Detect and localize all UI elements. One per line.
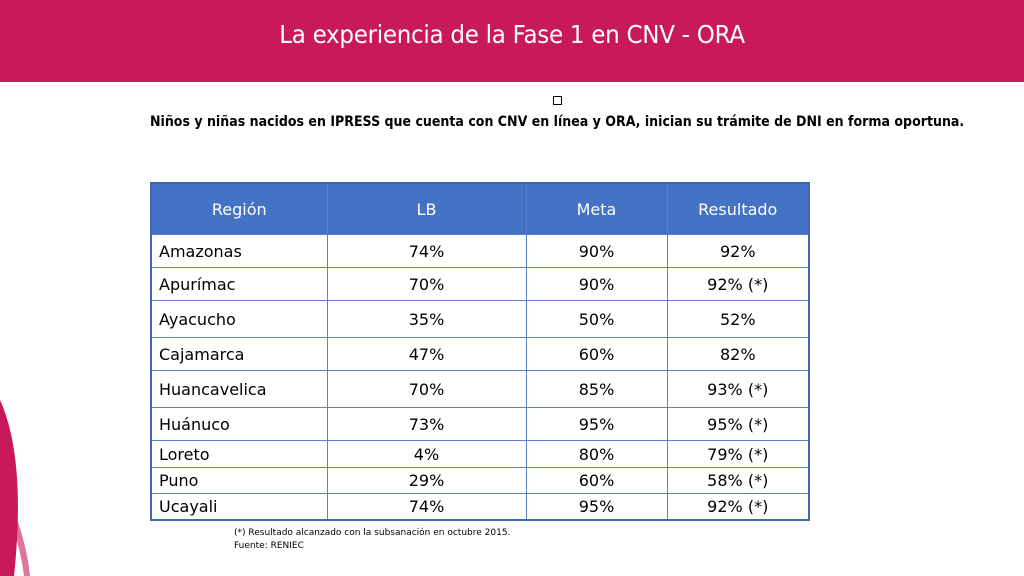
decorative-swoosh bbox=[0, 400, 30, 576]
cell-meta: 60% bbox=[525, 467, 668, 494]
header-bar bbox=[0, 0, 1024, 82]
cell-resultado: 58% (*) bbox=[666, 467, 810, 494]
cell-resultado: 52% bbox=[666, 300, 810, 338]
cell-meta: 95% bbox=[525, 493, 668, 521]
cell-region: Huancavelica bbox=[150, 370, 328, 408]
cell-region: Ucayali bbox=[150, 493, 328, 521]
cell-resultado: 82% bbox=[666, 337, 810, 371]
cell-region: Apurímac bbox=[150, 267, 328, 301]
cell-meta: 50% bbox=[525, 300, 668, 338]
cell-resultado: 92% (*) bbox=[666, 267, 810, 301]
cell-meta: 90% bbox=[525, 234, 668, 268]
cell-resultado: 92% (*) bbox=[666, 493, 810, 521]
cell-meta: 80% bbox=[525, 440, 668, 468]
subtitle-text: Niños y niñas nacidos en IPRESS que cuen… bbox=[149, 114, 965, 130]
footnote-source: Fuente: RENIEC bbox=[234, 541, 304, 551]
header-lb: LB bbox=[326, 182, 527, 235]
footnote-note: (*) Resultado alcanzado con la subsanaci… bbox=[234, 528, 511, 538]
table-row: Puno 29% 60% 58% (*) bbox=[150, 467, 810, 494]
cell-lb: 74% bbox=[326, 234, 527, 268]
table-row: Ucayali 74% 95% 92% (*) bbox=[150, 493, 810, 521]
cell-meta: 85% bbox=[525, 370, 668, 408]
table-row: Amazonas 74% 90% 92% bbox=[150, 234, 810, 268]
cell-region: Amazonas bbox=[150, 234, 328, 268]
cell-lb: 29% bbox=[326, 467, 527, 494]
cell-lb: 4% bbox=[326, 440, 527, 468]
cell-resultado: 79% (*) bbox=[666, 440, 810, 468]
cell-lb: 73% bbox=[326, 407, 527, 441]
cell-region: Cajamarca bbox=[150, 337, 328, 371]
cell-meta: 60% bbox=[525, 337, 668, 371]
cell-region: Puno bbox=[150, 467, 328, 494]
cell-region: Ayacucho bbox=[150, 300, 328, 338]
header-region: Región bbox=[150, 182, 328, 235]
table-row: Apurímac 70% 90% 92% (*) bbox=[150, 267, 810, 301]
cell-lb: 47% bbox=[326, 337, 527, 371]
cell-resultado: 93% (*) bbox=[666, 370, 810, 408]
cell-meta: 90% bbox=[525, 267, 668, 301]
cell-region: Huánuco bbox=[150, 407, 328, 441]
header-resultado: Resultado bbox=[666, 182, 810, 235]
table-header-row: Región LB Meta Resultado bbox=[150, 182, 810, 235]
cell-region: Loreto bbox=[150, 440, 328, 468]
table-row: Cajamarca 47% 60% 82% bbox=[150, 337, 810, 371]
cell-lb: 35% bbox=[326, 300, 527, 338]
checkbox-bullet-icon bbox=[553, 96, 562, 105]
header-meta: Meta bbox=[525, 182, 668, 235]
footnote: (*) Resultado alcanzado con la subsanaci… bbox=[234, 527, 510, 553]
cell-resultado: 95% (*) bbox=[666, 407, 810, 441]
cell-lb: 70% bbox=[326, 267, 527, 301]
table-row: Huancavelica 70% 85% 93% (*) bbox=[150, 370, 810, 408]
table-row: Huánuco 73% 95% 95% (*) bbox=[150, 407, 810, 441]
cell-resultado: 92% bbox=[666, 234, 810, 268]
results-table: Región LB Meta Resultado Amazonas 74% 90… bbox=[150, 182, 810, 521]
cell-lb: 74% bbox=[326, 493, 527, 521]
page-title: La experiencia de la Fase 1 en CNV - ORA bbox=[279, 20, 745, 49]
table-row: Loreto 4% 80% 79% (*) bbox=[150, 440, 810, 468]
cell-lb: 70% bbox=[326, 370, 527, 408]
table-row: Ayacucho 35% 50% 52% bbox=[150, 300, 810, 338]
cell-meta: 95% bbox=[525, 407, 668, 441]
